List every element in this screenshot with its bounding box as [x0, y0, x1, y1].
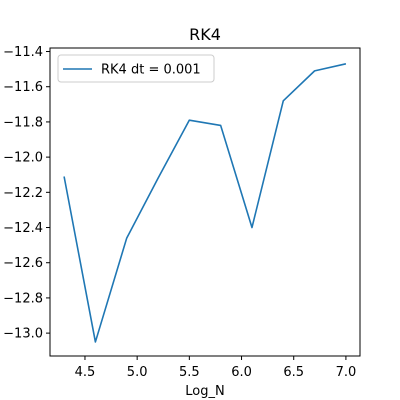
x-axis: 4.5 5.0 5.5 6.0 6.5 7.0: [75, 356, 357, 380]
x-tick-label: 5.5: [179, 365, 200, 380]
x-tick-label: 6.0: [231, 365, 252, 380]
x-tick-label: 4.5: [75, 365, 96, 380]
x-axis-label: Log_N: [185, 384, 224, 399]
y-tick-label: −12.0: [3, 151, 43, 166]
series-group: [63, 63, 347, 343]
y-tick-label: −12.2: [3, 186, 43, 201]
y-tick-label: −13.0: [3, 327, 43, 342]
y-tick-label: −12.8: [3, 291, 43, 306]
legend: RK4 dt = 0.001: [57, 54, 215, 83]
legend-box: [57, 54, 215, 83]
x-tick-label: 7.0: [336, 365, 357, 380]
x-tick-label: 5.0: [127, 365, 148, 380]
plot-area: [49, 47, 361, 357]
y-tick-label: −11.4: [3, 45, 43, 60]
legend-label: RK4 dt = 0.001: [101, 63, 201, 78]
x-tick-label: 6.5: [283, 365, 304, 380]
series-line-rk4: [63, 63, 347, 343]
chart-title: RK4: [189, 25, 221, 44]
plot-frame: [49, 47, 361, 357]
y-tick-label: −11.6: [3, 80, 43, 95]
y-tick-label: −12.4: [3, 221, 43, 236]
y-tick-label: −12.6: [3, 256, 43, 271]
y-tick-label: −11.8: [3, 115, 43, 130]
y-axis: −11.4 −11.6 −11.8 −12.0 −12.2 −12.4 −12.6 −12.8…: [3, 45, 50, 342]
